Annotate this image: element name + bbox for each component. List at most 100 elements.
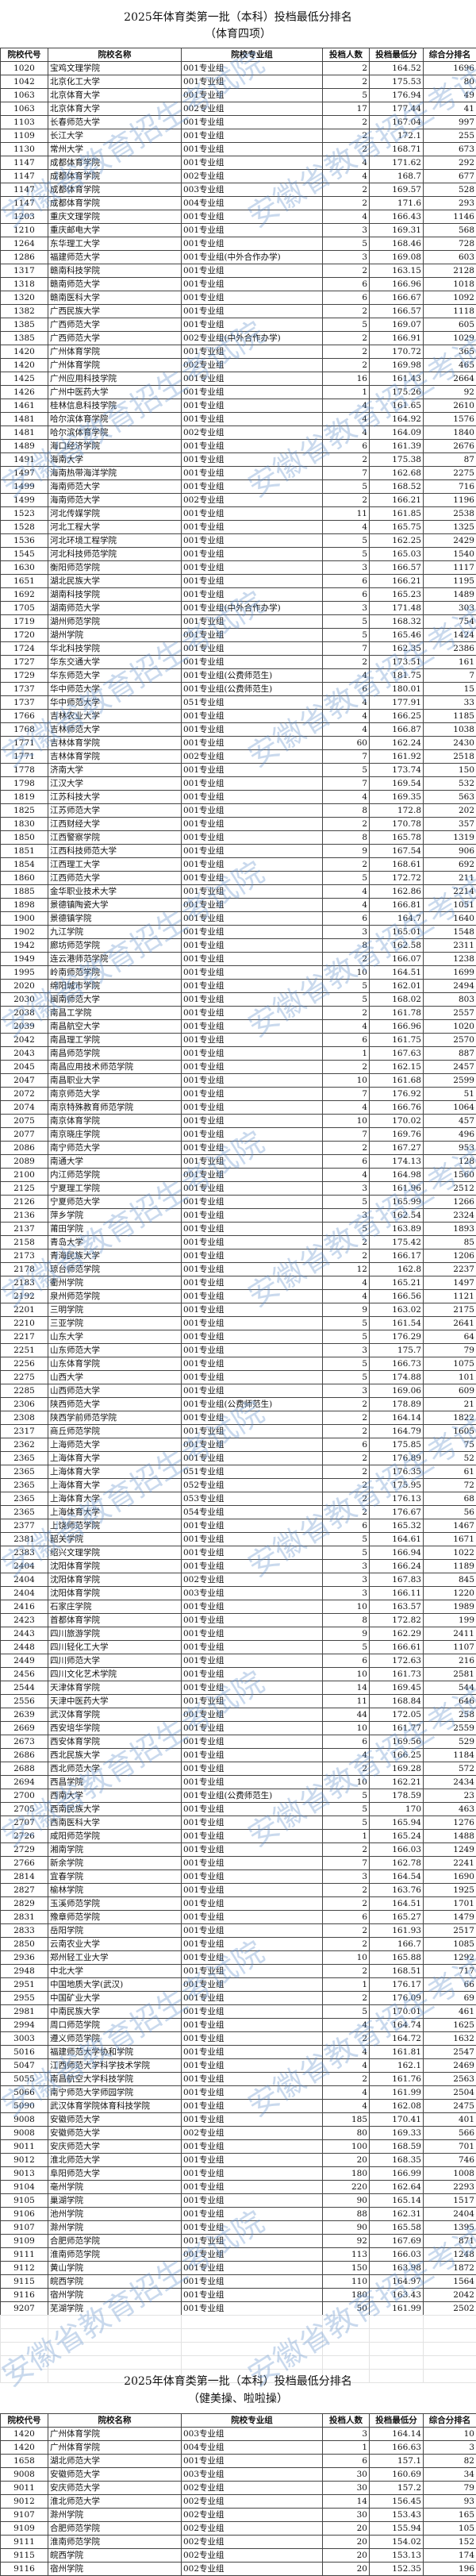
admitted-count-cell: 3 (323, 1182, 370, 1196)
min-score-cell: 181.75 (370, 669, 424, 683)
school-code-cell: 1491 (1, 453, 48, 467)
empty-row (1, 2343, 476, 2356)
min-score-cell: 166.7 (370, 1938, 424, 1951)
rank-cell: 64 (424, 1330, 476, 1344)
school-name-cell: 河北环境工程学院 (48, 534, 182, 548)
school-code-cell: 2814 (1, 1870, 48, 1884)
major-group-cell: 002专业组 (182, 426, 323, 440)
major-group-cell: 001专业组 (182, 1384, 323, 1398)
school-name-cell: 湖州学院 (48, 629, 182, 642)
min-score-cell: 163.43 (370, 2289, 424, 2302)
rank-cell: 56 (424, 1506, 476, 1519)
school-name-cell: 江苏师范大学 (48, 804, 182, 818)
school-code-cell: 1766 (1, 710, 48, 723)
min-score-cell: 166.43 (370, 210, 424, 224)
school-name-cell: 湖北师范大学 (48, 2455, 182, 2468)
admitted-count-cell: 5 (323, 1330, 370, 1344)
school-code-cell: 2955 (1, 1992, 48, 2005)
min-score-cell: 177.44 (370, 102, 424, 116)
min-score-cell: 164.72 (370, 2032, 424, 2046)
school-code-cell: 1286 (1, 251, 48, 264)
admitted-count-cell: 6 (323, 1735, 370, 1749)
rank-cell: 2512 (424, 1182, 476, 1196)
rank-cell: 2547 (424, 2046, 476, 2059)
school-name-cell: 长春师范大学 (48, 116, 182, 129)
min-score-cell: 166.03 (370, 1843, 424, 1857)
min-score-cell: 161.96 (370, 1182, 424, 1196)
major-group-cell: 001专业组 (182, 1020, 323, 1034)
admitted-count-cell: 10 (323, 1074, 370, 1088)
admitted-count-cell: 1 (323, 2441, 370, 2455)
header-major-group: 院校专业组 (182, 48, 323, 62)
school-code-cell: 1860 (1, 872, 48, 885)
rank-cell: 1488 (424, 1830, 476, 1843)
school-name-cell: 河北传媒学院 (48, 507, 182, 521)
school-name-cell: 宜春学院 (48, 1870, 182, 1884)
min-score-cell: 166.07 (370, 953, 424, 966)
admitted-count-cell: 3 (323, 1587, 370, 1600)
min-score-cell: 163.89 (370, 1223, 424, 1236)
rank-cell: 2457 (424, 1061, 476, 1074)
major-group-cell: 001专业组 (182, 926, 323, 939)
admitted-count-cell: 5 (323, 534, 370, 548)
min-score-cell: 171.62 (370, 156, 424, 170)
major-group-cell: 001专业组 (182, 1330, 323, 1344)
school-name-cell: 三明学院 (48, 1303, 182, 1317)
header-admitted-count: 投档人数 (323, 2414, 370, 2428)
min-score-cell: 175.7 (370, 1344, 424, 1357)
major-group-cell: 002专业组 (182, 2482, 323, 2495)
rank-cell: 2429 (424, 534, 476, 548)
school-code-cell: 2948 (1, 1965, 48, 1978)
min-score-cell: 153.43 (370, 2509, 424, 2522)
empty-cell (1, 2329, 48, 2343)
school-code-cell: 9012 (1, 2495, 48, 2509)
school-code-cell: 1497 (1, 467, 48, 480)
rank-cell: 23 (424, 1789, 476, 1803)
rank-cell: 79 (424, 1344, 476, 1357)
major-group-cell: 001专业组 (182, 1155, 323, 1169)
rank-cell: 1117 (424, 561, 476, 575)
school-name-cell: 江汉大学 (48, 777, 182, 791)
rank-cell: 2518 (424, 750, 476, 764)
school-name-cell: 绵阳城市学院 (48, 980, 182, 993)
min-score-cell: 166.57 (370, 305, 424, 318)
table2-title: 2025年体育类第一批（本科）投档最低分排名 (0, 2374, 476, 2389)
rank-cell: 255 (424, 129, 476, 143)
empty-cell (424, 2316, 476, 2329)
school-name-cell: 常州大学 (48, 143, 182, 156)
rank-cell: 2237 (424, 1263, 476, 1276)
empty-cell (424, 2356, 476, 2370)
empty-cell (424, 2329, 476, 2343)
header-school-name: 院校名称 (48, 2414, 182, 2428)
school-name-cell: 湖北民族大学 (48, 575, 182, 588)
min-score-cell: 177.91 (370, 696, 424, 710)
admitted-count-cell: 4 (323, 1101, 370, 1115)
school-name-cell: 遵义师范学院 (48, 2032, 182, 2046)
min-score-cell: 169.33 (370, 2127, 424, 2140)
school-name-cell: 巢湖学院 (48, 2194, 182, 2208)
school-name-cell: 南通大学 (48, 1155, 182, 1169)
admitted-count-cell: 10 (323, 1115, 370, 1128)
rank-cell: 1822 (424, 1411, 476, 1425)
major-group-cell: 001专业组 (182, 629, 323, 642)
school-name-cell: 景德镇陶瓷大学 (48, 899, 182, 912)
rank-cell: 2538 (424, 507, 476, 521)
admitted-count-cell: 3 (323, 1870, 370, 1884)
rank-cell: 463 (424, 1803, 476, 1816)
